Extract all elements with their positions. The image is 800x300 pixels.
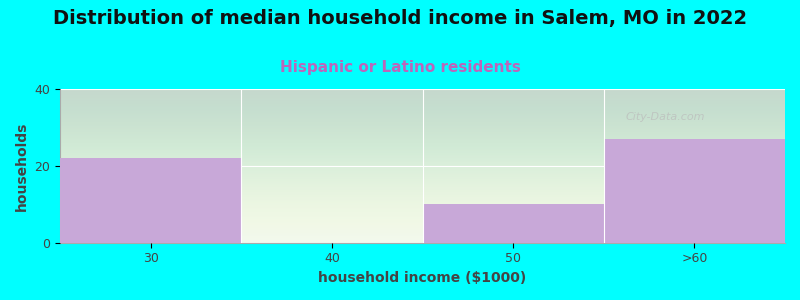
Y-axis label: households: households [15,121,29,211]
Text: Distribution of median household income in Salem, MO in 2022: Distribution of median household income … [53,9,747,28]
Bar [422,204,604,243]
Bar [60,158,242,243]
Text: City-Data.com: City-Data.com [626,112,705,122]
Bar [604,139,785,243]
X-axis label: household income ($1000): household income ($1000) [318,271,526,285]
Text: Hispanic or Latino residents: Hispanic or Latino residents [279,60,521,75]
